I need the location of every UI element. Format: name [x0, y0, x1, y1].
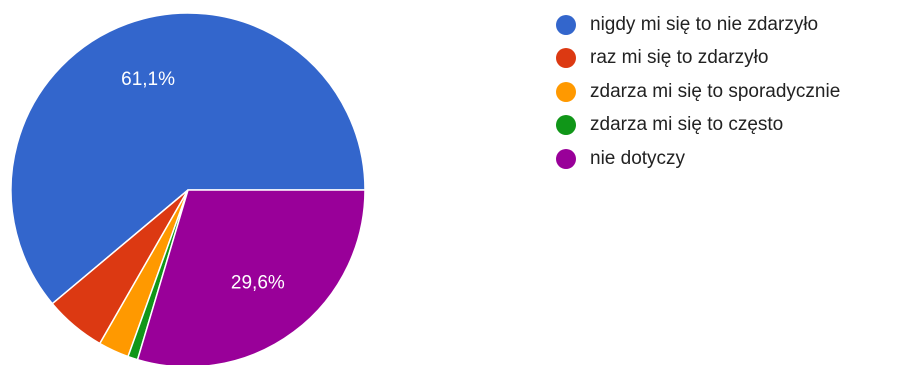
- legend-label: zdarza mi się to sporadycznie: [590, 80, 841, 102]
- legend-item-raz[interactable]: raz mi się to zdarzyło: [556, 42, 840, 76]
- legend-item-nigdy[interactable]: nigdy mi się to nie zdarzyło: [556, 8, 840, 42]
- legend-label: zdarza mi się to często: [590, 114, 784, 136]
- legend-label: nie dotyczy: [590, 147, 686, 169]
- legend-label: raz mi się to zdarzyło: [590, 47, 769, 69]
- legend-item-nie-dotyczy[interactable]: nie dotyczy: [556, 142, 840, 176]
- legend: nigdy mi się to nie zdarzyło raz mi się …: [556, 8, 840, 176]
- legend-swatch: [556, 14, 576, 35]
- slice-nigdy[interactable]: [10, 12, 366, 305]
- legend-label: nigdy mi się to nie zdarzyło: [590, 13, 819, 35]
- legend-swatch: [556, 81, 576, 102]
- data-label-nie-dotyczy: 29,6%: [231, 273, 285, 294]
- legend-swatch: [556, 115, 576, 136]
- legend-item-sporadycznie[interactable]: zdarza mi się to sporadycznie: [556, 75, 840, 109]
- data-label-nigdy: 61,1%: [121, 69, 175, 90]
- legend-swatch: [556, 148, 576, 169]
- legend-swatch: [556, 48, 576, 69]
- legend-item-czesto[interactable]: zdarza mi się to często: [556, 109, 840, 143]
